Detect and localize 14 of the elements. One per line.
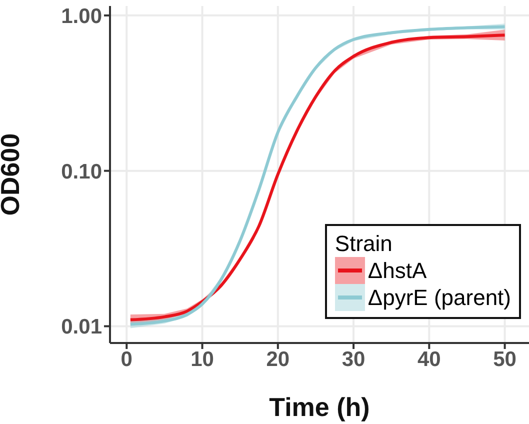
y-axis-title: OD600 — [0, 133, 26, 216]
x-tick-label: 20 — [266, 348, 290, 371]
x-tick-label: 40 — [417, 348, 441, 371]
x-axis-title: Time (h) — [269, 392, 370, 422]
x-tick-label: 0 — [120, 348, 132, 371]
x-tick-label: 10 — [190, 348, 214, 371]
legend-label: ΔpyrE (parent) — [368, 284, 511, 311]
legend-title: Strain — [334, 230, 394, 257]
y-tick-label: 0.10 — [61, 160, 102, 184]
y-tick-label: 1.00 — [61, 4, 102, 28]
legend-label: ΔhstA — [368, 257, 427, 284]
y-tick-label: 0.01 — [61, 316, 102, 339]
x-tick-label: 30 — [342, 348, 366, 371]
x-tick-label: 50 — [493, 348, 516, 371]
